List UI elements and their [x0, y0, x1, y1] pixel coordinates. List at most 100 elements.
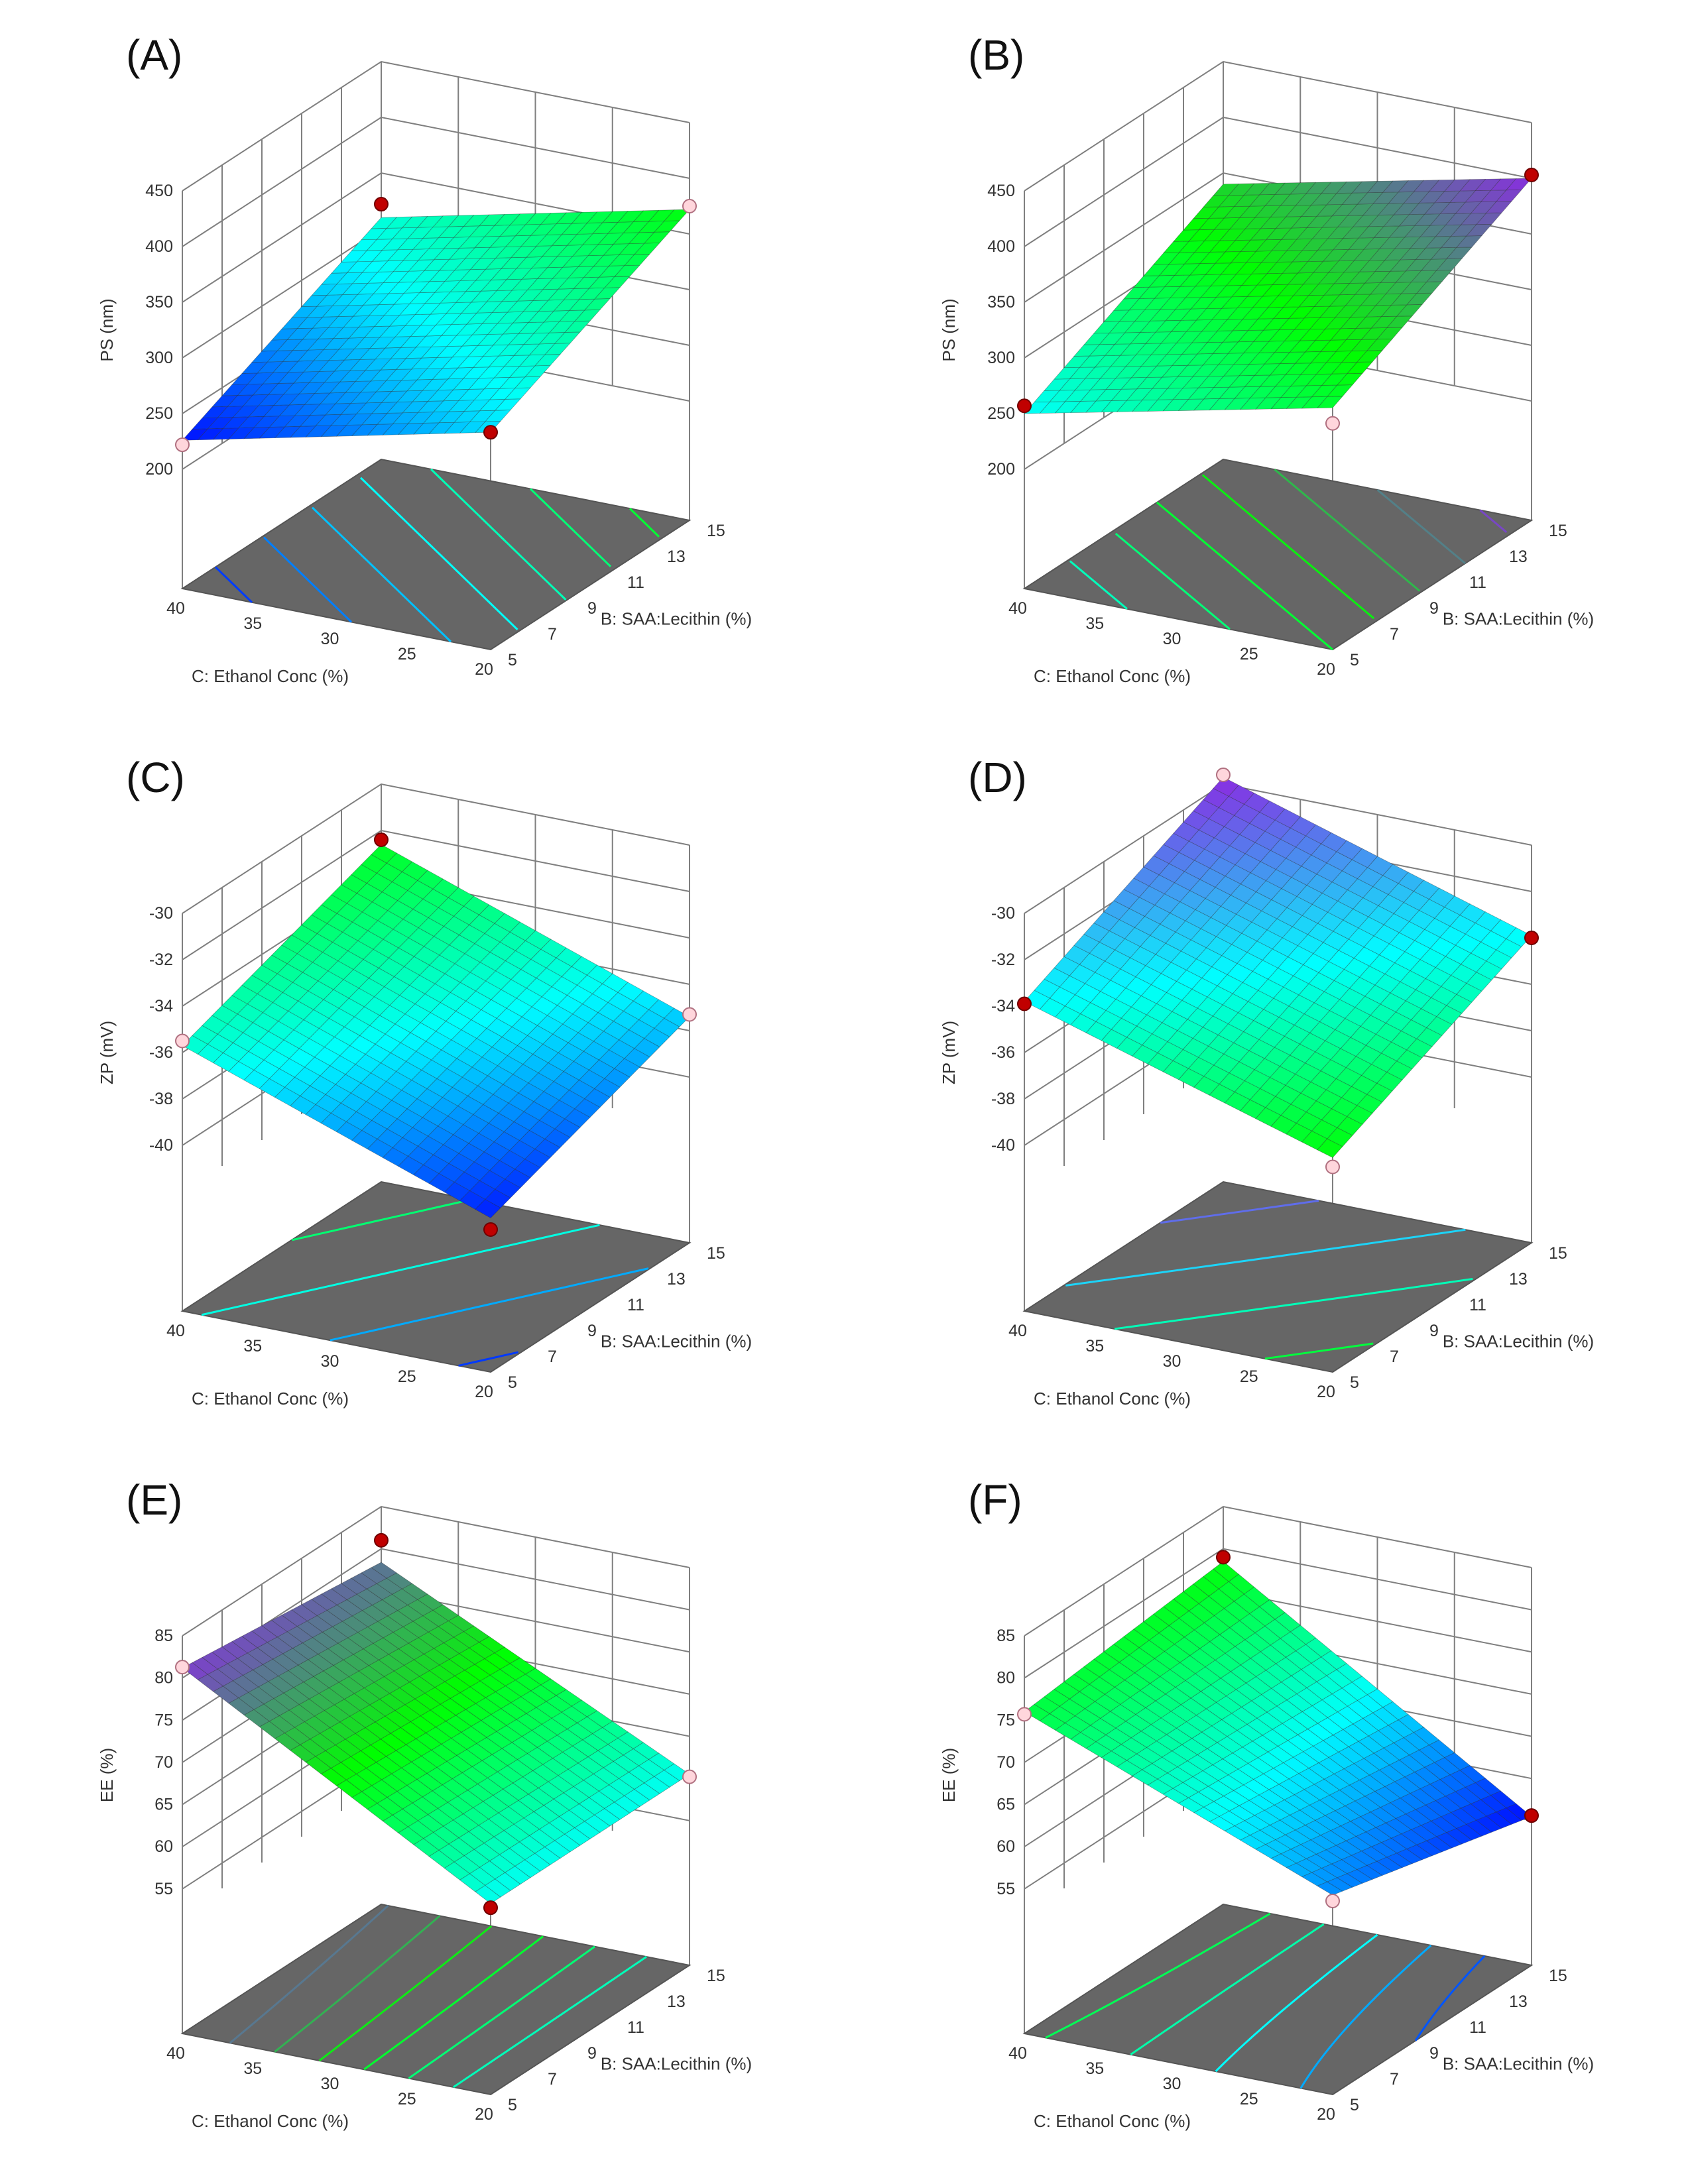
contour-line — [458, 1351, 518, 1367]
contour-line — [1479, 509, 1508, 534]
design-point — [374, 1532, 389, 1548]
y-tick-label: -38 — [149, 1090, 173, 1108]
b-tick-label: 7 — [548, 2070, 557, 2089]
y-tick-label: 55 — [996, 1880, 1015, 1898]
design-point — [374, 833, 389, 847]
b-tick-label: 5 — [1350, 1373, 1359, 1392]
contour-line — [1299, 1944, 1432, 2089]
b-tick-label: 9 — [1429, 599, 1439, 618]
c-tick-label: 20 — [475, 660, 493, 679]
c-axis-label: C: Ethanol Conc (%) — [192, 2111, 349, 2131]
design-point — [483, 1900, 498, 1916]
y-tick-label: -30 — [149, 904, 173, 923]
y-tick-label: 75 — [996, 1711, 1015, 1729]
contour-line — [629, 508, 660, 538]
b-tick-label: 5 — [508, 1373, 517, 1392]
design-point — [1017, 1707, 1032, 1722]
contour-line — [263, 536, 353, 623]
design-point — [483, 1222, 498, 1237]
c-tick-label: 30 — [321, 2075, 339, 2093]
b-tick-label: 13 — [1509, 547, 1528, 566]
y-tick-label: 400 — [987, 237, 1015, 256]
c-tick-label: 35 — [1085, 1337, 1104, 1355]
contour-line — [1160, 1199, 1319, 1224]
design-point — [1325, 1894, 1340, 1908]
contour-line — [1156, 501, 1333, 651]
design-point — [1017, 398, 1032, 414]
c-axis-label: C: Ethanol Conc (%) — [192, 666, 349, 686]
c-tick-label: 40 — [166, 2044, 185, 2063]
contour-line — [1201, 474, 1375, 620]
contour-line — [214, 566, 253, 603]
y-tick-label: -30 — [991, 904, 1015, 923]
floor-contours — [201, 1198, 649, 1367]
b-tick-label: 5 — [508, 2096, 517, 2114]
floor-plane — [180, 458, 692, 651]
b-tick-label: 7 — [1390, 2070, 1399, 2089]
contour-line — [359, 477, 518, 630]
contour-line — [229, 1904, 389, 2044]
y-tick-label: 65 — [154, 1796, 173, 1814]
b-tick-label: 9 — [587, 599, 597, 618]
design-point — [1216, 768, 1231, 782]
b-tick-label: 7 — [1390, 625, 1399, 644]
design-point — [1524, 1808, 1539, 1823]
b-tick-label: 11 — [1469, 573, 1486, 592]
y-tick-label: 250 — [145, 404, 173, 423]
contour-line — [1114, 1278, 1473, 1330]
chart-panel: 200 250 300 350 400 450 PS (nm) 20 25 30 35 40 5 7 9 11… — [40, 13, 884, 739]
contour-line — [1264, 1342, 1374, 1360]
b-tick-label: 7 — [1390, 1348, 1399, 1366]
y-tick-label: -32 — [149, 950, 173, 969]
b-axis-label: B: SAA:Lecithin (%) — [601, 1332, 752, 1351]
floor-plane — [1022, 1903, 1534, 2096]
y-tick-label: 85 — [996, 1627, 1015, 1645]
b-axis-label: B: SAA:Lecithin (%) — [1443, 1332, 1594, 1351]
c-tick-label: 40 — [166, 1322, 185, 1340]
y-tick-label: 70 — [996, 1753, 1015, 1772]
contour-line — [1065, 1228, 1466, 1287]
contour-line — [1130, 1923, 1325, 2055]
b-tick-label: 9 — [1429, 1322, 1439, 1340]
panel-label: (C) — [126, 754, 185, 801]
response-surface — [1024, 178, 1532, 414]
wall-gridline — [1024, 60, 1532, 192]
contour-line — [274, 1915, 441, 2053]
y-axis-label: ZP (mV) — [939, 1021, 959, 1084]
response-surface — [182, 1562, 690, 1904]
c-tick-label: 25 — [1240, 645, 1258, 663]
design-point — [1325, 1159, 1340, 1175]
c-tick-label: 40 — [1008, 2044, 1027, 2063]
panel-label: (B) — [968, 31, 1024, 79]
y-tick-label: -34 — [149, 997, 173, 1015]
c-axis-label: C: Ethanol Conc (%) — [1034, 666, 1191, 686]
b-tick-label: 9 — [587, 1322, 597, 1340]
chart-panel: -40 -38 -36 -34 -32 -30 ZP (mV) 20 25 30 35 40 5 7 9 11… — [882, 736, 1690, 1462]
contour-line — [330, 1267, 649, 1342]
chart-panel: 55 60 65 70 75 80 85 EE (%) 20 25 30 35 40 5 7 9 11 13 15 C… — [882, 1458, 1690, 2184]
contour-line — [1215, 1933, 1378, 2073]
design-point — [483, 425, 498, 440]
b-tick-label: 5 — [1350, 651, 1359, 669]
design-point — [175, 1660, 190, 1675]
c-tick-label: 35 — [1085, 614, 1104, 633]
b-tick-label: 13 — [1509, 1270, 1528, 1289]
y-axis-label: PS (nm) — [939, 298, 959, 361]
c-tick-label: 40 — [166, 599, 185, 618]
surface-plot-svg: 55 60 65 70 75 80 85 EE (%) 20 25 30 35 40 5 7 9 11 13 15 C… — [939, 1476, 1594, 2131]
design-point — [1017, 996, 1032, 1011]
design-point — [1524, 167, 1539, 182]
b-tick-label: 5 — [1350, 2096, 1359, 2114]
c-tick-label: 30 — [1163, 1352, 1181, 1371]
b-tick-label: 11 — [627, 2018, 644, 2037]
y-tick-label: 200 — [145, 460, 173, 479]
y-tick-label: -40 — [991, 1136, 1015, 1155]
b-tick-label: 13 — [667, 1992, 686, 2011]
y-tick-label: 450 — [145, 182, 173, 200]
y-tick-label: 350 — [987, 293, 1015, 312]
y-tick-label: -32 — [991, 950, 1015, 969]
b-tick-label: 7 — [548, 625, 557, 644]
y-tick-label: 55 — [154, 1880, 173, 1898]
c-tick-label: 35 — [1085, 2059, 1104, 2078]
y-tick-label: 250 — [987, 404, 1015, 423]
